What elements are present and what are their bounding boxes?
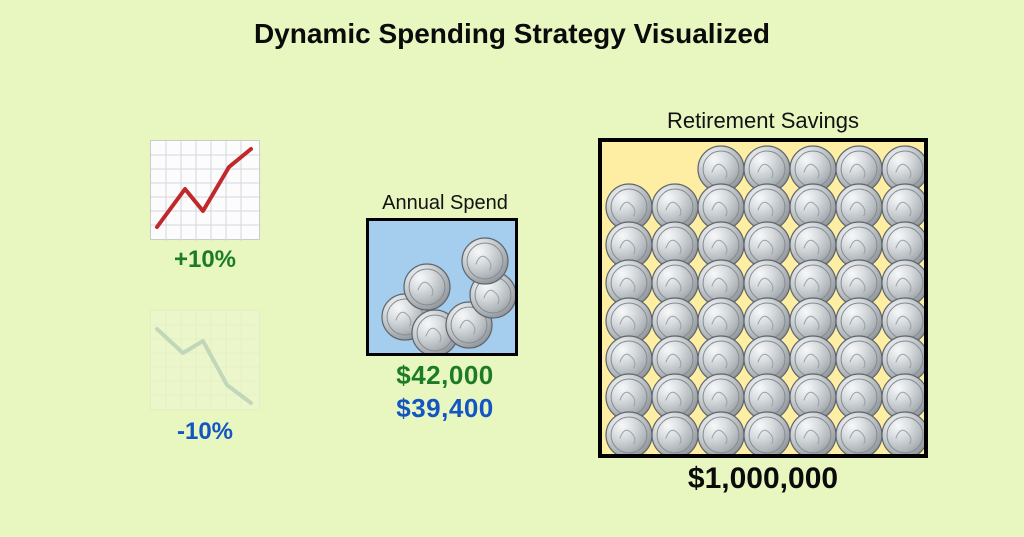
retirement-savings-value: $1,000,000 (598, 462, 928, 496)
up-chart-icon (150, 140, 260, 240)
retirement-savings-box (598, 138, 928, 458)
annual-spend-label: Annual Spend (360, 192, 530, 215)
annual-spend-green: $42,000 (350, 360, 540, 391)
retirement-savings-label: Retirement Savings (598, 108, 928, 134)
annual-spend-values: $42,000 $39,400 (350, 360, 540, 424)
down-change-label: -10% (150, 418, 260, 446)
up-change-label: +10% (150, 246, 260, 274)
annual-spend-blue: $39,400 (350, 393, 540, 424)
page-title: Dynamic Spending Strategy Visualized (0, 18, 1024, 50)
down-chart-icon (150, 310, 260, 410)
annual-spend-box (366, 218, 518, 356)
